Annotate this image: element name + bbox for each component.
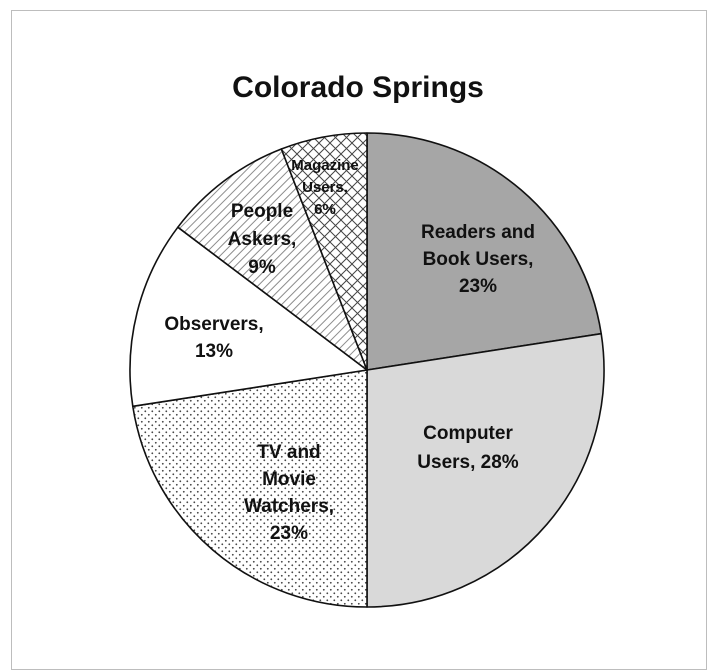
chart-title: Colorado Springs [232,71,484,104]
data-label-people-askers: People Askers, 9% [228,201,297,278]
pie-slice-magazine-users [280,132,368,371]
data-label-line: Users, [302,179,348,196]
data-label-line: Users, 28% [417,452,519,473]
data-label-line: Watchers, [244,496,334,517]
data-label-line: Askers, [228,229,297,250]
data-label-line: TV and [257,442,320,463]
data-label-computer-users: Computer Users, 28% [417,423,519,473]
data-label-line: Magazine [291,157,359,174]
data-label-observers: Observers, 13% [164,314,263,362]
data-label-line: Readers and [421,222,535,243]
data-label-line: 13% [195,341,233,362]
pie-slice-readers-and-book-users [366,132,602,371]
data-label-line: Observers, [164,314,263,335]
data-label-line: Book Users, [423,249,534,270]
pie-labels: Readers and Book Users, 23% Computer Users, … [164,157,535,544]
pie-slice-observers [129,226,368,408]
data-label-line: Movie [262,469,316,490]
data-label-line: 6% [314,201,336,218]
data-label-line: 9% [248,257,276,278]
data-label-line: People [231,201,293,222]
pie-slice-computer-users [366,332,605,608]
data-label-magazine-users: Magazine Users, 6% [291,157,359,218]
data-label-readers-and-book-users: Readers and Book Users, 23% [421,222,535,297]
data-label-line: Computer [423,423,513,444]
pie-slice-tv-and-movie-watchers [132,369,368,608]
data-label-line: 23% [270,523,308,544]
pie-slice-people-askers [177,148,368,371]
data-label-tv-and-movie-watchers: TV and Movie Watchers, 23% [244,442,334,544]
data-label-line: 23% [459,276,497,297]
pie-slices [129,132,605,608]
